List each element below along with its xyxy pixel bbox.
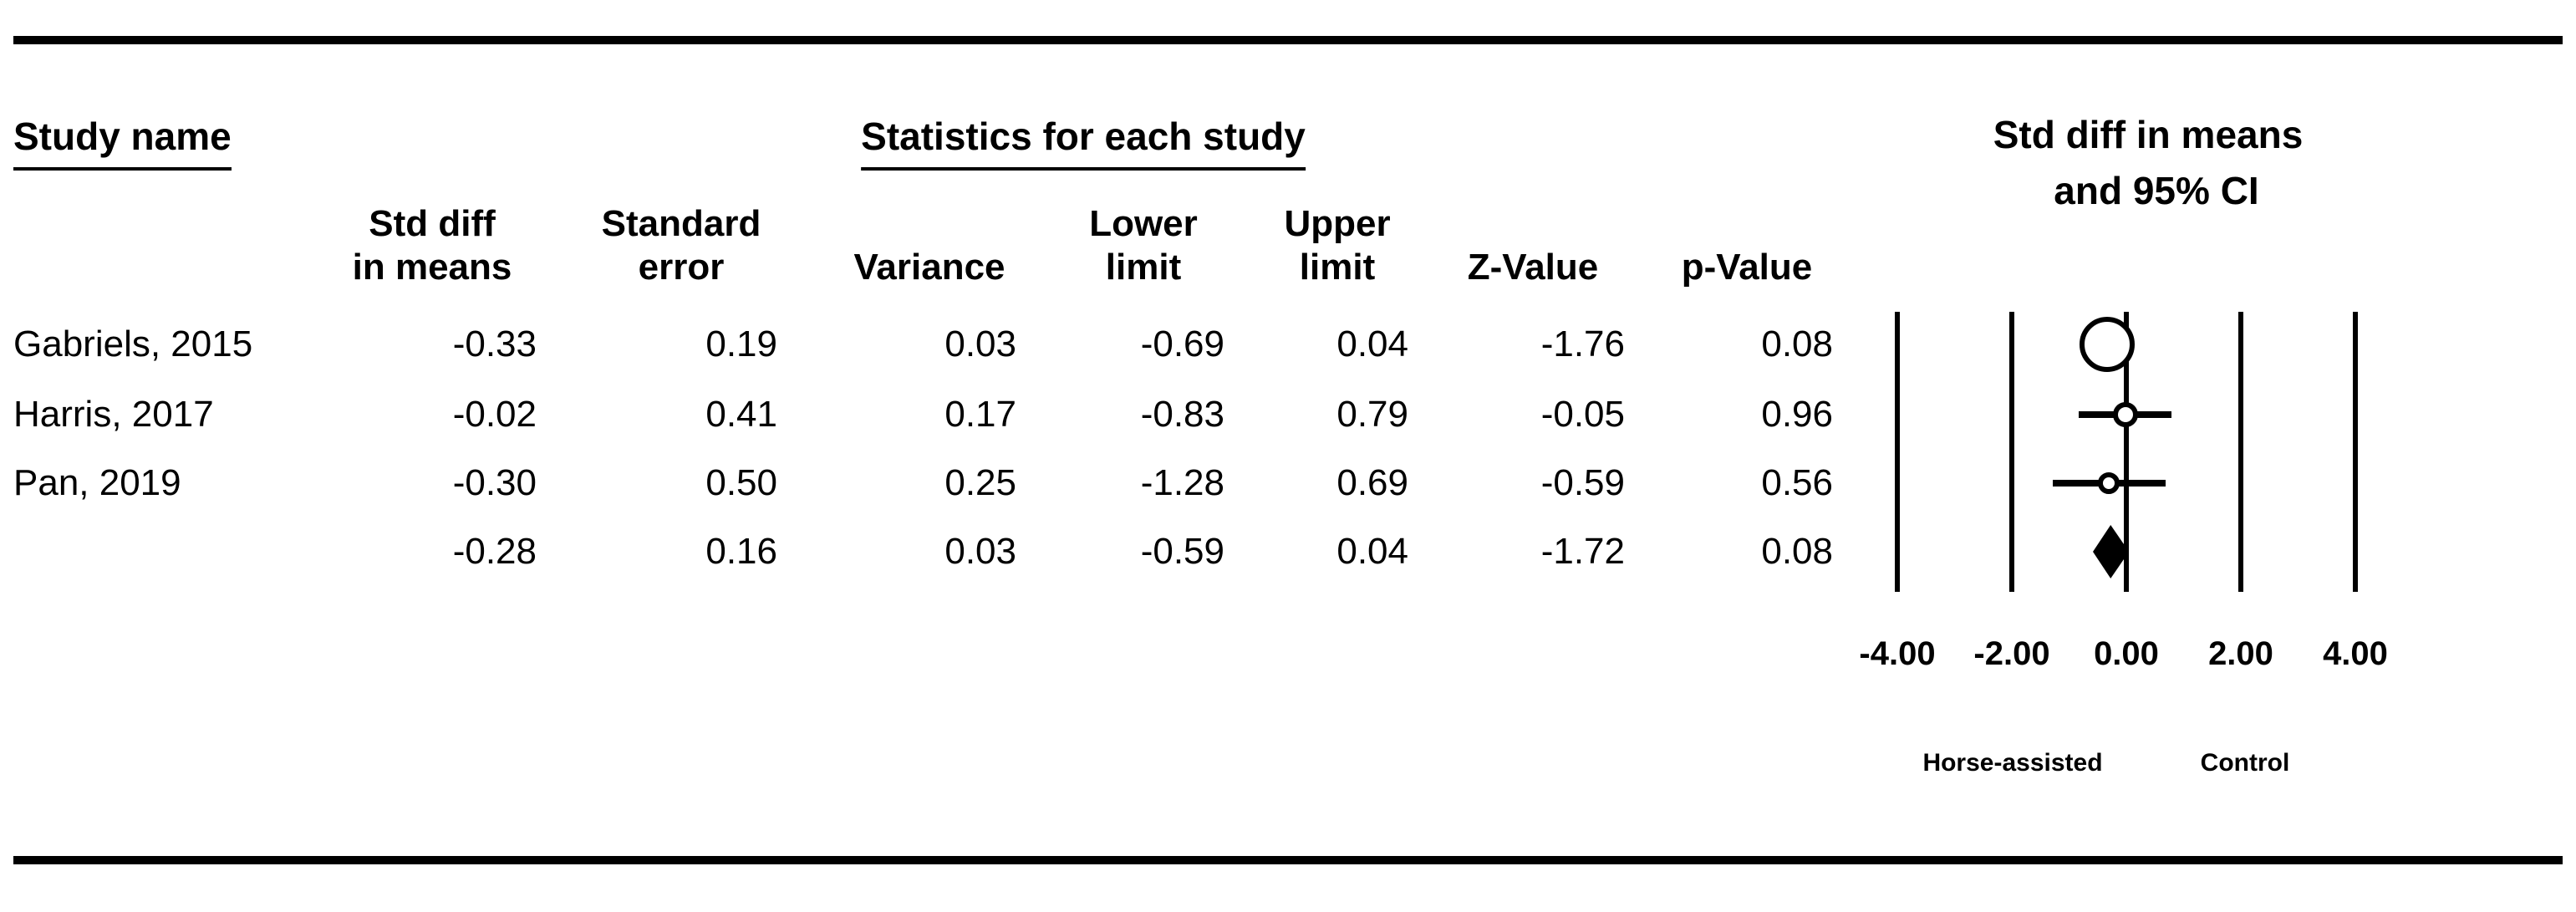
axis-gridline [2353, 312, 2358, 592]
cell-z-value: -0.59 [1540, 462, 1625, 503]
cell-std-err: 0.19 [705, 324, 777, 364]
axis-tick-label: -4.00 [1859, 635, 1936, 672]
cell-upper: 0.69 [1336, 462, 1408, 503]
cell-std-err: 0.41 [705, 394, 777, 435]
cell-p-value: 0.08 [1761, 531, 1833, 572]
cell-std-err: 0.16 [705, 531, 777, 572]
cell-p-value: 0.56 [1761, 462, 1833, 503]
axis-gridline [1895, 312, 1900, 592]
cell-std-diff: -0.28 [452, 531, 537, 572]
cell-variance: 0.17 [944, 394, 1016, 435]
axis-tick-label: 4.00 [2323, 635, 2388, 672]
plot-title-line2: and 95% CI [2054, 169, 2259, 212]
study-name-header: Study name [13, 114, 232, 171]
cell-lower: -0.59 [1140, 531, 1224, 572]
group-label-left: Horse-assisted [1922, 749, 2103, 777]
effect-circle [2098, 472, 2120, 494]
statistics-header: Statistics for each study [861, 114, 1306, 171]
cell-std-diff: -0.02 [452, 394, 537, 435]
axis-gridline [2124, 312, 2129, 592]
bottom-rule [13, 856, 2563, 864]
cell-std-err: 0.50 [705, 462, 777, 503]
cell-z-value: -1.76 [1540, 324, 1625, 364]
axis-gridline [2238, 312, 2243, 592]
study-name: Gabriels, 2015 [13, 324, 253, 364]
cell-std-diff: -0.33 [452, 324, 537, 364]
cell-variance: 0.03 [944, 531, 1016, 572]
cell-variance: 0.25 [944, 462, 1016, 503]
cell-z-value: -0.05 [1540, 394, 1625, 435]
colhead-std-diff: Std diff in means [352, 203, 512, 288]
colhead-z-value: Z-Value [1467, 247, 1599, 288]
effect-circle [2080, 317, 2136, 372]
cell-lower: -0.69 [1140, 324, 1224, 364]
cell-z-value: -1.72 [1540, 531, 1625, 572]
summary-diamond [2092, 525, 2129, 578]
cell-variance: 0.03 [944, 324, 1016, 364]
colhead-lower: Lower limit [1089, 203, 1198, 288]
cell-p-value: 0.08 [1761, 324, 1833, 364]
plot-title-line1: Std diff in means [1993, 113, 2304, 156]
cell-std-diff: -0.30 [452, 462, 537, 503]
axis-tick-label: 0.00 [2094, 635, 2159, 672]
cell-p-value: 0.96 [1761, 394, 1833, 435]
colhead-std-err: Standard error [601, 203, 761, 288]
axis-tick-label: 2.00 [2208, 635, 2273, 672]
colhead-variance: Variance [853, 247, 1005, 288]
effect-circle [2112, 402, 2138, 427]
colhead-p-value: p-Value [1681, 247, 1813, 288]
study-name: Pan, 2019 [13, 462, 181, 503]
cell-upper: 0.79 [1336, 394, 1408, 435]
axis-gridline [2009, 312, 2014, 592]
cell-upper: 0.04 [1336, 324, 1408, 364]
group-label-right: Control [2200, 749, 2290, 777]
axis-tick-label: -2.00 [1973, 635, 2050, 672]
top-rule [13, 36, 2563, 44]
colhead-upper: Upper limit [1284, 203, 1391, 288]
study-name: Harris, 2017 [13, 394, 214, 435]
cell-upper: 0.04 [1336, 531, 1408, 572]
cell-lower: -1.28 [1140, 462, 1224, 503]
cell-lower: -0.83 [1140, 394, 1224, 435]
